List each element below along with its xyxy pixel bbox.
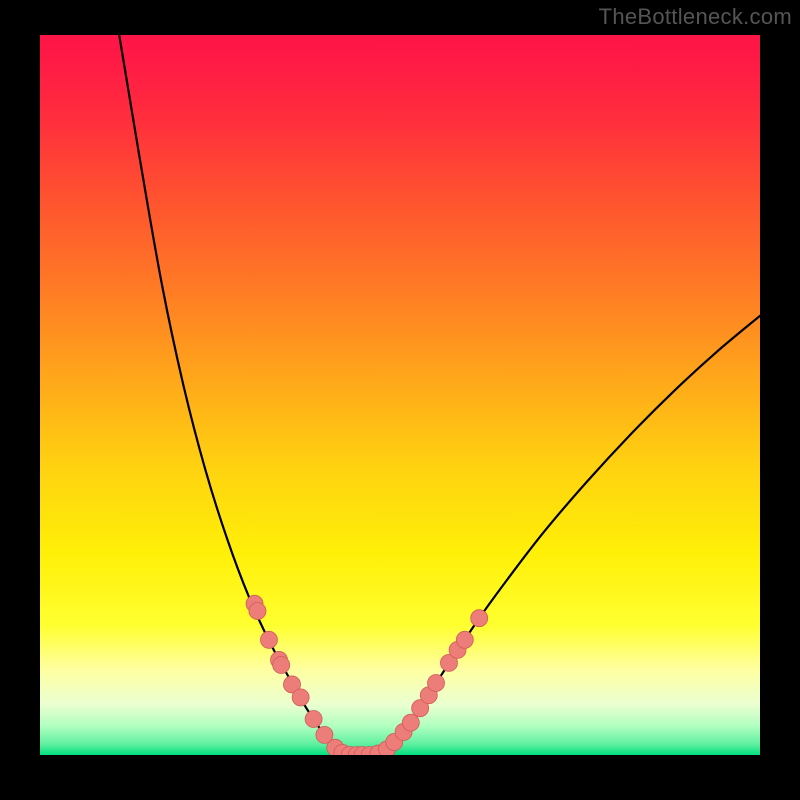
chart-container: TheBottleneck.com	[0, 0, 800, 800]
data-marker	[428, 675, 445, 692]
data-marker	[305, 711, 322, 728]
watermark-text: TheBottleneck.com	[599, 4, 792, 30]
data-marker	[249, 603, 266, 620]
data-marker	[471, 610, 488, 627]
data-marker	[260, 631, 277, 648]
data-marker	[456, 631, 473, 648]
data-marker	[292, 689, 309, 706]
gradient-background	[40, 35, 760, 755]
data-marker	[402, 714, 419, 731]
data-marker	[273, 657, 290, 674]
plot-area	[40, 35, 760, 755]
